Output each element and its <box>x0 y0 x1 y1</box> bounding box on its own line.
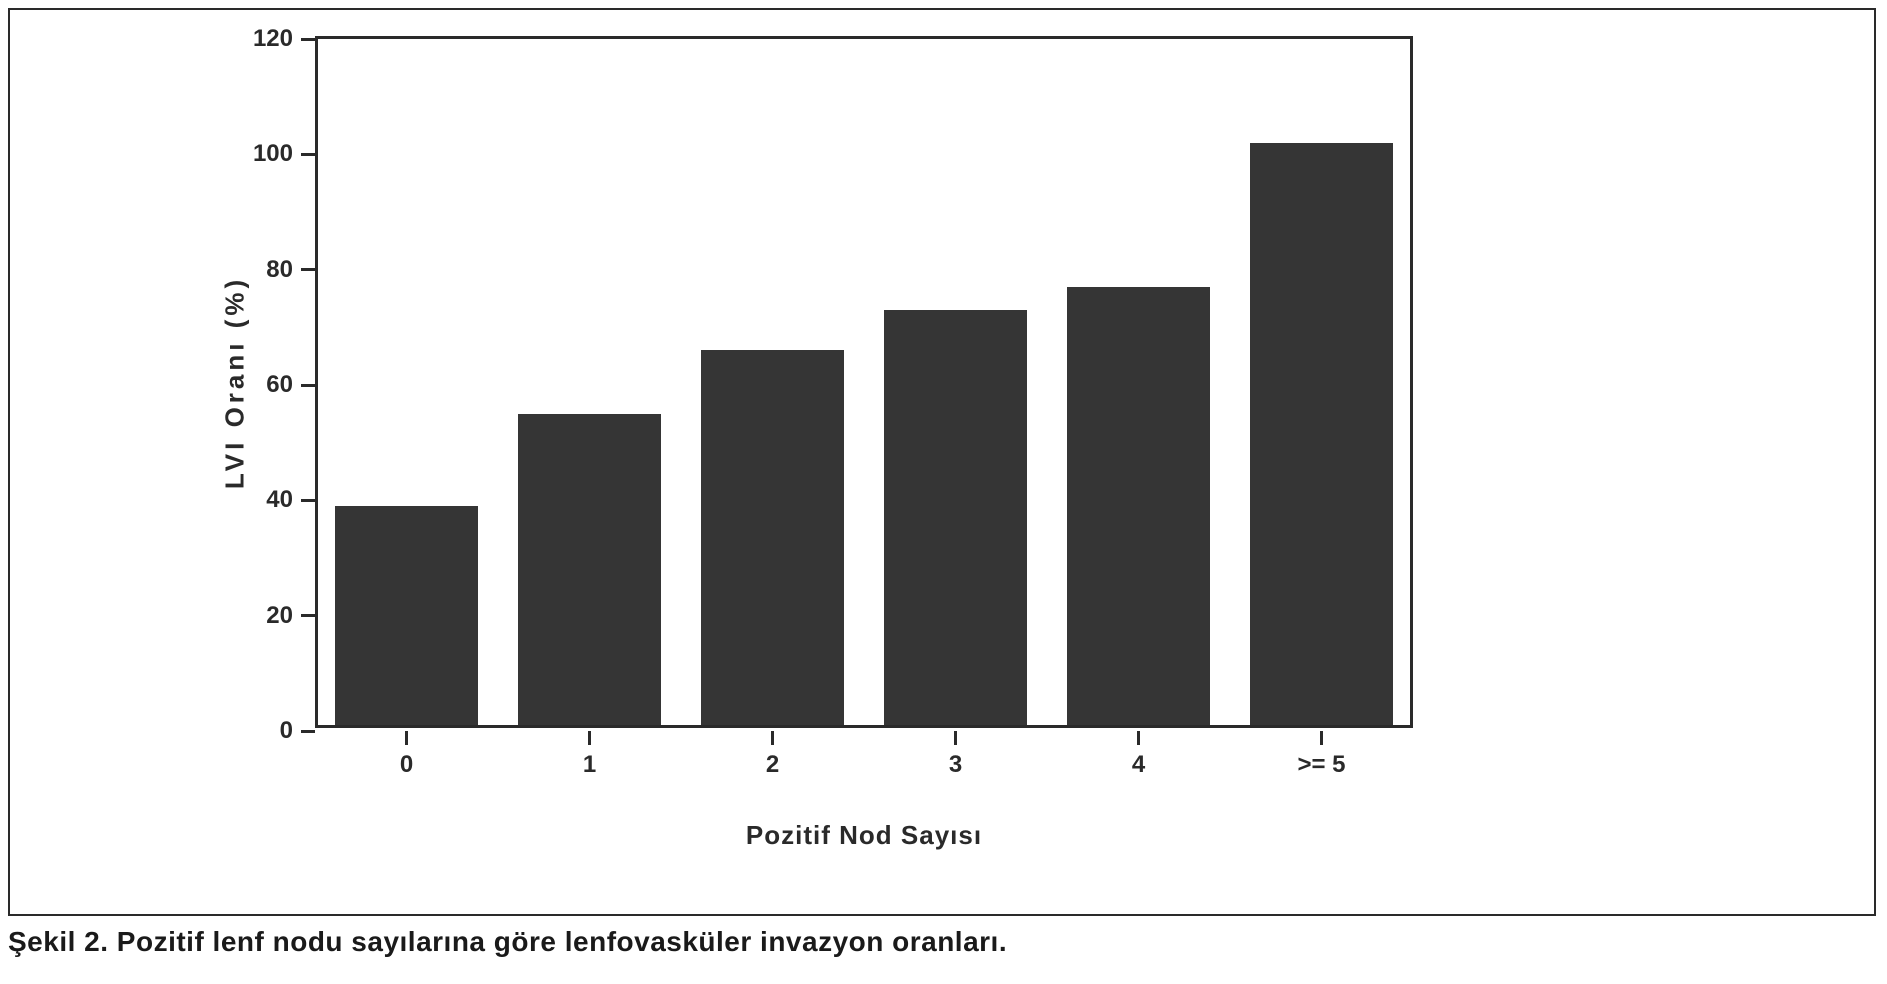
page-root: 02040608010012001234>= 5 LVI Oranı (%) P… <box>0 0 1887 984</box>
x-axis-line <box>315 725 1410 728</box>
y-tick <box>301 384 315 387</box>
y-tick <box>301 499 315 502</box>
bar <box>701 350 844 725</box>
x-tick <box>405 731 408 745</box>
x-tick-label: 0 <box>347 751 467 779</box>
y-tick-label: 20 <box>233 602 293 630</box>
figure-frame: 02040608010012001234>= 5 LVI Oranı (%) P… <box>8 8 1876 916</box>
figure-caption: Şekil 2. Pozitif lenf nodu sayılarına gö… <box>8 926 1007 958</box>
plot-area: 02040608010012001234>= 5 <box>315 36 1413 728</box>
y-axis-title: LVI Oranı (%) <box>220 233 251 533</box>
x-tick-label: 2 <box>713 751 833 779</box>
y-tick <box>301 614 315 617</box>
bar <box>335 506 478 725</box>
bar <box>884 310 1027 725</box>
x-tick-label: 4 <box>1079 751 1199 779</box>
bar <box>1067 287 1210 725</box>
x-tick <box>954 731 957 745</box>
bar <box>1250 143 1393 725</box>
y-tick-label: 100 <box>233 140 293 168</box>
bar <box>518 414 661 725</box>
x-tick <box>771 731 774 745</box>
x-tick-label: >= 5 <box>1262 751 1382 779</box>
y-tick <box>301 38 315 41</box>
x-tick <box>1320 731 1323 745</box>
y-tick <box>301 268 315 271</box>
y-tick <box>301 730 315 733</box>
y-tick <box>301 153 315 156</box>
y-tick-label: 0 <box>233 717 293 745</box>
x-axis-title: Pozitif Nod Sayısı <box>315 820 1413 851</box>
y-tick-label: 120 <box>233 25 293 53</box>
x-tick <box>1137 731 1140 745</box>
x-tick <box>588 731 591 745</box>
y-axis-line <box>315 39 318 728</box>
x-tick-label: 3 <box>896 751 1016 779</box>
x-tick-label: 1 <box>530 751 650 779</box>
